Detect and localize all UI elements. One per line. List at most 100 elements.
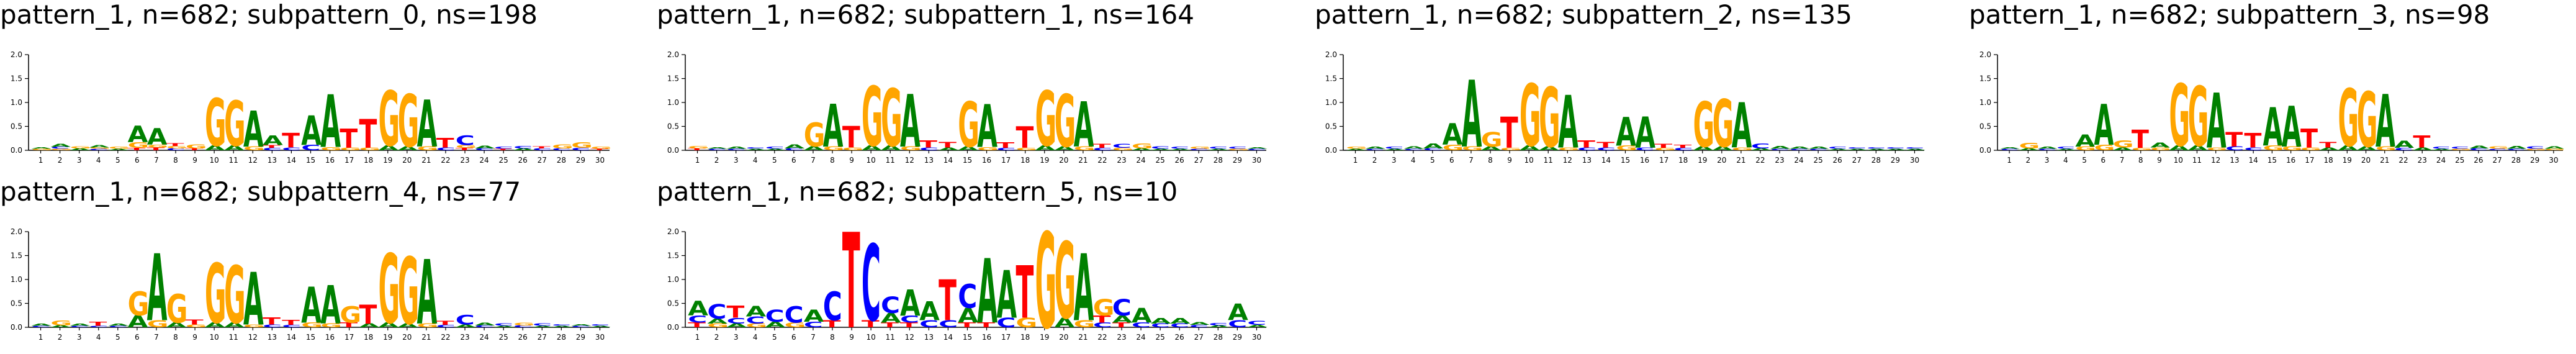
logo-letter-T: T: [1500, 109, 1518, 158]
x-tick-label: 2: [2026, 156, 2031, 165]
x-tick-label: 2: [58, 333, 63, 342]
logo-letter-A: A: [70, 148, 91, 151]
logo-letter-G: G: [590, 147, 612, 150]
logo-letter-C: C: [1228, 147, 1247, 150]
x-tick-label: 24: [479, 156, 489, 165]
logo-letter-G: G: [128, 141, 150, 150]
logo-letter-A: A: [2094, 94, 2114, 158]
y-tick-label: 0.0: [1979, 146, 1991, 155]
logo-letter-T: T: [900, 321, 918, 329]
x-tick-label: 28: [557, 333, 566, 342]
x-tick-label: 8: [1488, 156, 1493, 165]
logo-letter-G: G: [862, 70, 883, 166]
logo-letter-C: C: [823, 284, 842, 330]
logo-letter-G: G: [1654, 147, 1676, 151]
x-tick-label: 25: [2455, 156, 2464, 165]
logo-letter-A: A: [109, 324, 130, 327]
x-tick-label: 29: [1233, 333, 1242, 342]
logo-letter-C: C: [1847, 147, 1867, 150]
x-tick-label: 15: [963, 156, 972, 165]
logo-letter-G: G: [2132, 147, 2153, 151]
x-tick-label: 13: [924, 156, 934, 165]
logo-letter-A: A: [552, 325, 573, 328]
y-tick-label: 1.5: [667, 252, 679, 260]
logo-letter-A: A: [688, 297, 708, 320]
x-tick-label: 20: [402, 156, 412, 165]
logo-title: pattern_1, n=682; subpattern_5, ns=10: [657, 176, 1178, 207]
x-tick-label: 7: [154, 156, 159, 165]
logo-letter-A: A: [1867, 148, 1888, 151]
x-tick-label: 8: [2138, 156, 2143, 165]
logo-letter-A: A: [205, 321, 225, 329]
logo-letter-A: A: [456, 324, 477, 328]
x-tick-label: 21: [1078, 156, 1088, 165]
logo-letter-T: T: [1673, 144, 1691, 150]
logo-letter-C: C: [862, 224, 881, 345]
logo-letter-G: G: [1074, 318, 1096, 330]
logo-letter-A: A: [765, 320, 786, 330]
logo-letter-A: A: [996, 256, 1017, 333]
logo-letter-G: G: [224, 89, 246, 161]
logo-letter-G: G: [823, 146, 845, 152]
x-tick-label: 17: [1001, 333, 1011, 342]
logo-letter-G: G: [881, 73, 903, 165]
logo-letter-G: G: [1016, 147, 1037, 151]
x-tick-label: 1: [38, 156, 43, 165]
x-tick-label: 19: [1040, 333, 1049, 342]
x-tick-label: 22: [2398, 156, 2408, 165]
logo-letter-A: A: [1404, 146, 1425, 150]
x-tick-label: 22: [441, 156, 450, 165]
x-tick-label: 29: [1891, 156, 1900, 165]
logo-letter-C: C: [1384, 147, 1403, 150]
x-tick-label: 3: [734, 333, 739, 342]
x-tick-label: 11: [229, 156, 238, 165]
logo-letter-C: C: [89, 148, 109, 151]
logo-letter-A: A: [1790, 147, 1811, 150]
logo-letter-A: A: [804, 146, 824, 152]
logo-letter-T: T: [166, 142, 184, 147]
logo-letter-G: G: [1462, 146, 1484, 152]
y-tick-label: 2.0: [11, 50, 22, 59]
logo-letter-C: C: [494, 323, 513, 327]
logo-letter-A: A: [533, 325, 554, 328]
logo-letter-G: G: [2338, 74, 2359, 165]
x-tick-label: 19: [2343, 156, 2352, 165]
x-tick-label: 5: [772, 333, 777, 342]
x-tick-label: 13: [268, 156, 277, 165]
logo-letter-G: G: [1616, 144, 1637, 152]
x-tick-label: 18: [364, 156, 373, 165]
x-tick-label: 8: [173, 156, 178, 165]
x-tick-label: 14: [943, 333, 953, 342]
x-tick-label: 8: [830, 156, 835, 165]
y-tick-label: 1.0: [667, 98, 679, 107]
x-tick-label: 26: [518, 156, 528, 165]
logo-letter-C: C: [785, 148, 804, 151]
logo-letter-G: G: [398, 79, 420, 164]
x-tick-label: 30: [1252, 333, 1261, 342]
x-tick-label: 30: [595, 333, 605, 342]
logo-letter-C: C: [707, 300, 726, 323]
logo-letter-A: A: [2469, 145, 2489, 149]
logo-letter-C: C: [726, 148, 745, 151]
x-tick-label: 14: [2249, 156, 2258, 165]
x-tick-label: 15: [2268, 156, 2277, 165]
x-tick-label: 12: [1563, 156, 1572, 165]
x-tick-label: 4: [2063, 156, 2068, 165]
logo-letter-G: G: [166, 145, 188, 149]
logo-letter-T: T: [147, 147, 165, 151]
x-tick-label: 6: [791, 156, 796, 165]
y-tick-label: 0.5: [1979, 122, 1991, 131]
logo-letter-C: C: [263, 147, 282, 151]
x-tick-label: 18: [1020, 156, 1030, 165]
x-tick-label: 25: [498, 156, 508, 165]
logo-letter-C: C: [1189, 324, 1209, 328]
x-tick-label: 26: [1175, 156, 1184, 165]
logo-letter-A: A: [571, 324, 592, 327]
logo-letter-C: C: [282, 147, 301, 151]
logo-letter-G: G: [1228, 148, 1250, 151]
logo-letter-G: G: [1539, 71, 1560, 167]
logo-letter-T: T: [726, 303, 744, 322]
logo-letter-G: G: [417, 323, 439, 329]
logo-letter-C: C: [785, 302, 804, 329]
x-tick-label: 19: [383, 156, 392, 165]
